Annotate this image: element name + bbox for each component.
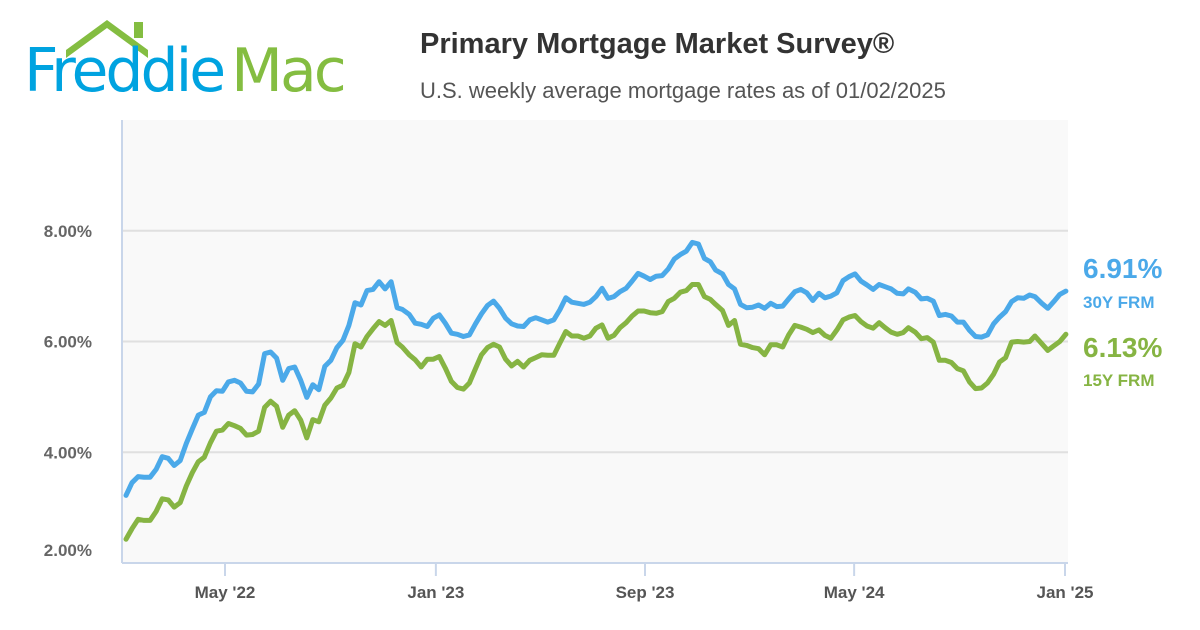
logo-wordmark: Freddie Mac: [24, 36, 347, 106]
house-roof-icon: [66, 20, 148, 58]
last-value-30y: 6.91%: [1083, 253, 1163, 284]
y-tick-label: 2.00%: [44, 541, 92, 560]
logo-mac: Mac: [231, 36, 347, 106]
x-tick-label: Jan '25: [1037, 583, 1094, 602]
chart-subtitle: U.S. weekly average mortgage rates as of…: [420, 78, 946, 103]
y-tick-label: 6.00%: [44, 333, 92, 352]
freddie-mac-logo: Freddie Mac: [24, 14, 384, 109]
y-tick-label: 4.00%: [44, 443, 92, 462]
x-tick-label: May '24: [824, 583, 885, 602]
last-value-15y: 6.13%: [1083, 332, 1163, 363]
logo-freddie: Freddie: [24, 36, 226, 106]
y-tick-label: 8.00%: [44, 222, 92, 241]
series-label-15y: 15Y FRM: [1083, 371, 1155, 390]
x-tick-label: Jan '23: [407, 583, 464, 602]
x-tick-label: May '22: [195, 583, 256, 602]
x-tick-label: Sep '23: [616, 583, 675, 602]
series-label-30y: 30Y FRM: [1083, 293, 1155, 312]
chart-title: Primary Mortgage Market Survey®: [420, 28, 895, 60]
